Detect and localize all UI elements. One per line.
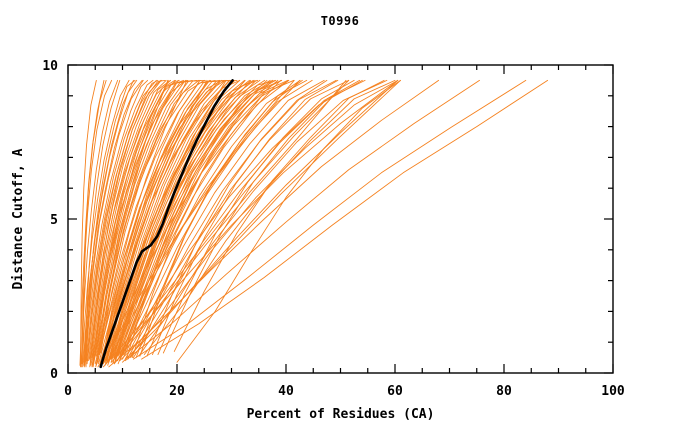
series-prediction-line (79, 79, 105, 366)
series-highlight-line (99, 79, 234, 369)
series-prediction-line (86, 79, 154, 362)
series-prediction-line (100, 79, 226, 366)
series-prediction-line (93, 79, 187, 363)
series-prediction-line (102, 79, 216, 365)
y-tick-label: 5 (50, 213, 58, 228)
series-prediction-line (130, 79, 350, 359)
series-prediction-line (101, 79, 223, 362)
series-prediction-line (141, 79, 549, 360)
series-prediction-line (132, 79, 366, 359)
series-prediction-line (104, 79, 227, 366)
series-prediction-line (146, 79, 328, 357)
x-axis-label: Percent of Residues (CA) (247, 407, 435, 422)
series-prediction-line (116, 79, 363, 362)
series-prediction-line (126, 79, 273, 359)
series-prediction-line (98, 79, 220, 365)
series-prediction-line (122, 79, 399, 363)
series-prediction-line (82, 79, 107, 368)
series-prediction-line (95, 79, 189, 357)
series-prediction-line (112, 79, 246, 359)
series-prediction-line (95, 79, 188, 366)
series-prediction-line (100, 79, 208, 366)
x-tick-label: 40 (278, 384, 294, 399)
series-prediction-line (86, 79, 157, 365)
series-prediction-line (112, 79, 268, 362)
y-axis-label: Distance Cutoff, A (11, 148, 26, 289)
series-prediction-line (84, 79, 149, 363)
axis-labels-layer: 0 20 40 60 80 100 0 5 10 Percent of Residues (CA)… (11, 59, 625, 422)
page-title: T0996 (320, 14, 360, 28)
y-tick-label: 10 (42, 59, 58, 74)
series-prediction-line (152, 79, 339, 355)
series-prediction-line (83, 79, 134, 366)
series-prediction-line (91, 79, 177, 368)
series-prediction-line (97, 79, 295, 368)
series-prediction-line (117, 79, 273, 365)
series-prediction-line (83, 79, 121, 368)
series-prediction-line (113, 79, 283, 365)
series-prediction-line (98, 79, 198, 355)
series-prediction-line (89, 79, 162, 368)
x-tick-label: 0 (64, 384, 72, 399)
series-prediction-line (131, 79, 290, 359)
series-prediction-line (117, 79, 271, 357)
series-prediction-line (111, 79, 399, 363)
series-prediction-line (108, 79, 401, 368)
x-tick-label: 20 (169, 384, 185, 399)
series-layer (79, 79, 549, 369)
series-prediction-line (157, 79, 355, 355)
series-prediction-line (176, 79, 401, 363)
series-prediction-line (138, 79, 388, 357)
series-prediction-line (94, 79, 201, 365)
series-prediction-line (95, 79, 200, 368)
series-prediction-line (92, 79, 169, 368)
series-prediction-line (110, 79, 259, 360)
x-tick-label: 80 (496, 384, 512, 399)
x-tick-label: 100 (601, 384, 625, 399)
x-tick-label: 60 (387, 384, 403, 399)
series-prediction-line (81, 79, 113, 368)
series-prediction-line (119, 79, 301, 360)
series-prediction-line (80, 79, 97, 368)
series-prediction-line (107, 79, 254, 366)
series-prediction-line (85, 79, 136, 368)
series-prediction-line (81, 79, 130, 365)
y-tick-label: 0 (50, 367, 58, 382)
series-prediction-line (127, 79, 399, 360)
series-prediction-line (89, 79, 166, 360)
series-prediction-line (102, 79, 350, 368)
series-prediction-line (113, 79, 347, 365)
series-prediction-line (173, 79, 385, 352)
axes-layer (67, 64, 614, 374)
